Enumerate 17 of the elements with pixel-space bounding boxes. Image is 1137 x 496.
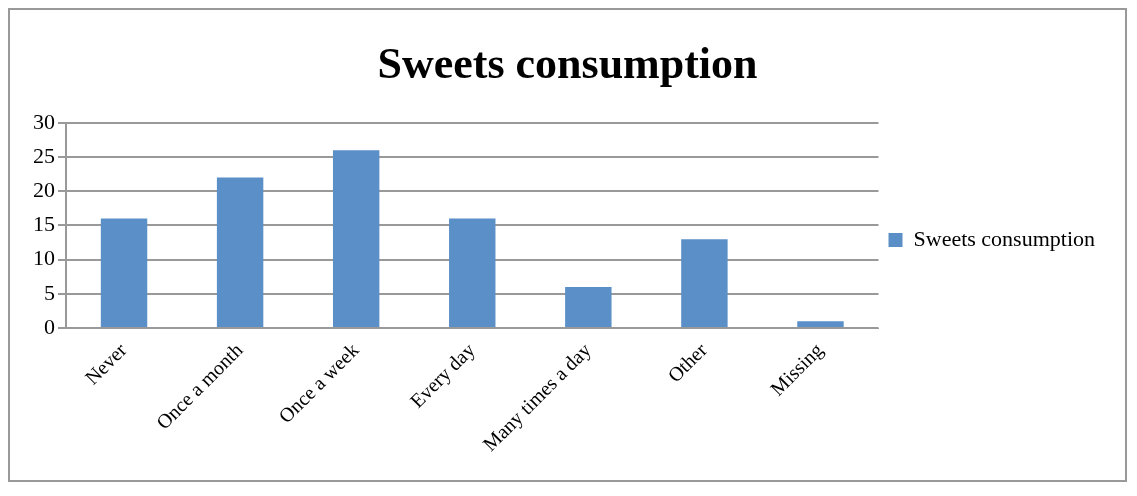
- bar: [449, 218, 496, 328]
- y-tick-label: 25: [33, 142, 55, 168]
- bar: [216, 177, 264, 328]
- chart-title: Sweets consumption: [377, 38, 758, 88]
- bar: [332, 150, 380, 328]
- y-tick-label: 15: [33, 211, 55, 237]
- bar: [681, 239, 728, 328]
- bar: [797, 321, 844, 328]
- y-tick-label: 30: [33, 108, 55, 134]
- y-tick-label: 20: [33, 177, 55, 203]
- y-tick-label: 0: [44, 313, 55, 339]
- bar: [565, 287, 612, 328]
- bar: [100, 218, 148, 328]
- y-tick-label: 5: [44, 279, 55, 305]
- legend-label: Sweets consumption: [913, 225, 1096, 251]
- x-tick-label: Once a week: [274, 338, 363, 428]
- y-tick-label: 10: [33, 245, 55, 271]
